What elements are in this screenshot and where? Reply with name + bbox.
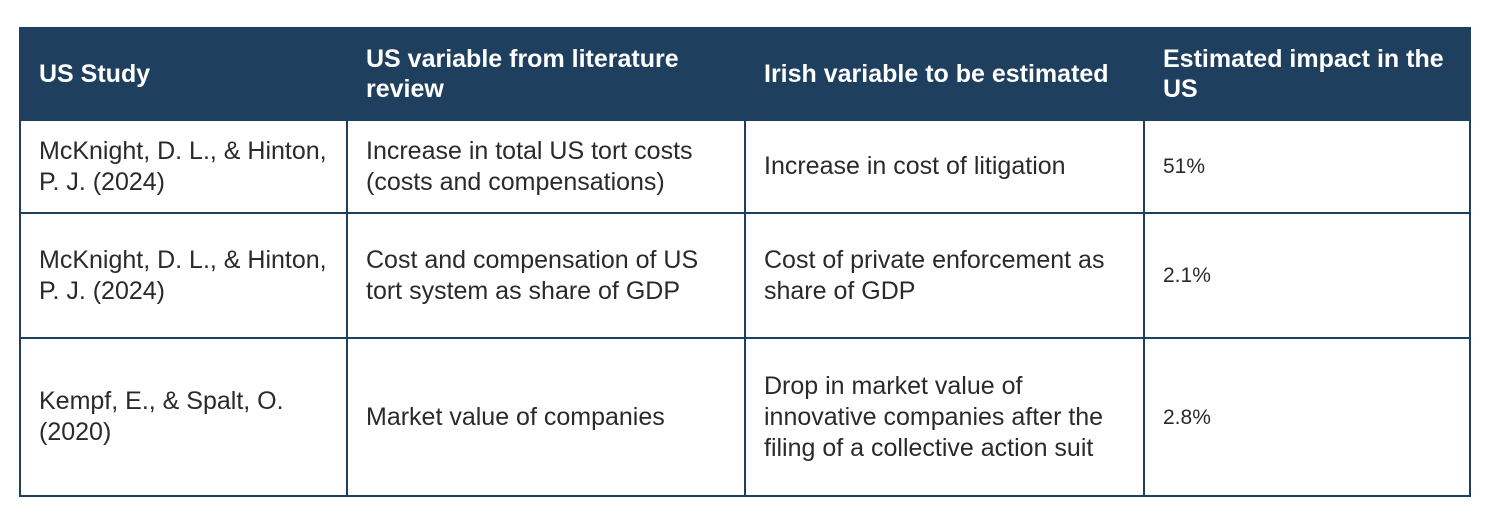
cell-us-variable: Cost and compensation of US tort system … xyxy=(346,212,746,339)
cell-impact: 51% xyxy=(1143,119,1471,214)
cell-study: McKnight, D. L., & Hinton, P. J. (2024) xyxy=(19,212,348,339)
cell-irish-variable: Drop in market value of innovative compa… xyxy=(744,337,1145,497)
study-table-container: US Study US variable from literature rev… xyxy=(19,27,1471,497)
cell-us-variable: Increase in total US tort costs (costs a… xyxy=(346,119,746,214)
cell-study: McKnight, D. L., & Hinton, P. J. (2024) xyxy=(19,119,348,214)
cell-irish-variable: Cost of private enforcement as share of … xyxy=(744,212,1145,339)
cell-us-variable: Market value of companies xyxy=(346,337,746,497)
table-row: McKnight, D. L., & Hinton, P. J. (2024) … xyxy=(19,212,1471,339)
cell-study: Kempf, E., & Spalt, O. (2020) xyxy=(19,337,348,497)
cell-irish-variable: Increase in cost of litigation xyxy=(744,119,1145,214)
cell-impact: 2.8% xyxy=(1143,337,1471,497)
cell-impact: 2.1% xyxy=(1143,212,1471,339)
header-us-study: US Study xyxy=(19,27,348,121)
header-irish-variable: Irish variable to be estimated xyxy=(744,27,1145,121)
table-row: McKnight, D. L., & Hinton, P. J. (2024) … xyxy=(19,119,1471,214)
header-estimated-impact: Estimated impact in the US xyxy=(1143,27,1471,121)
table-row: Kempf, E., & Spalt, O. (2020) Market val… xyxy=(19,337,1471,497)
table-header-row: US Study US variable from literature rev… xyxy=(19,27,1471,121)
header-us-variable: US variable from literature review xyxy=(346,27,746,121)
study-table: US Study US variable from literature rev… xyxy=(19,27,1471,497)
